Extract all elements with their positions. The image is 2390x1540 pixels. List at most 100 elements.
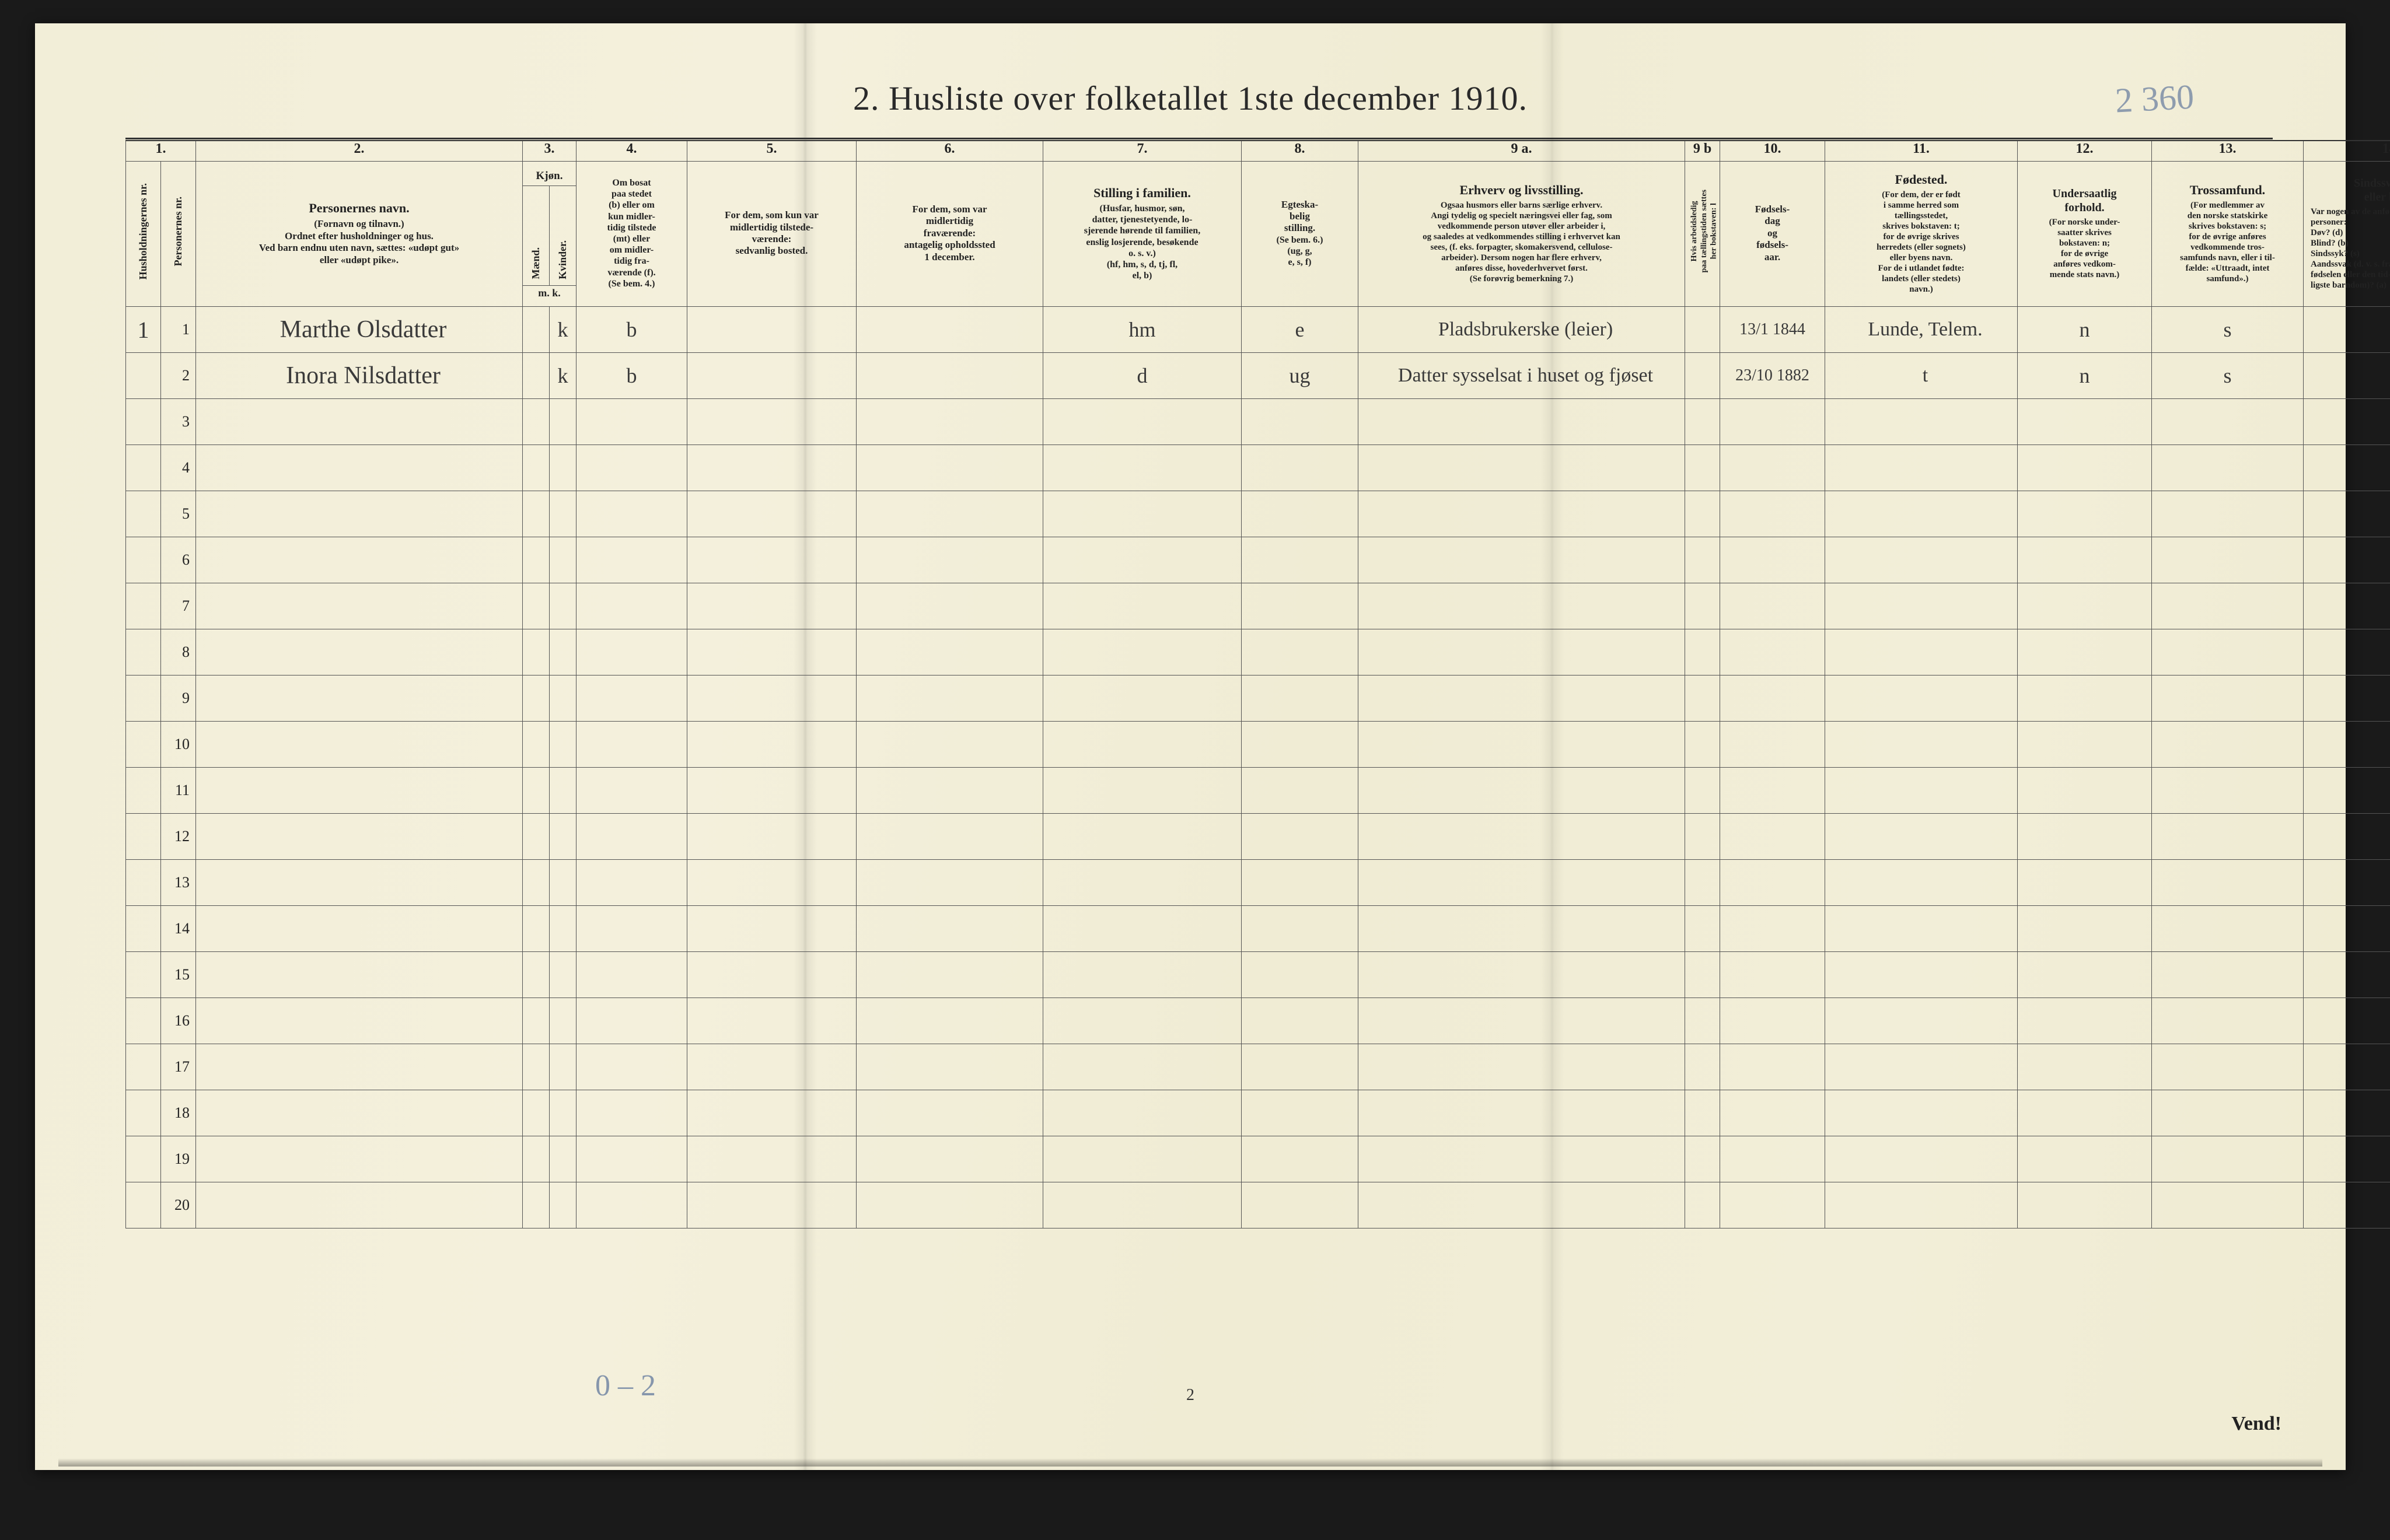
cell-occupation	[1358, 537, 1685, 583]
column-number-row: 1. 2. 3. 4. 5. 6. 7. 8. 9 a. 9 b 10. 11.…	[126, 141, 2390, 162]
hdr-tmp-absent-sub: antagelig opholdssted 1 december.	[860, 239, 1039, 263]
cell-birth	[1720, 952, 1825, 998]
cell-birth	[1720, 860, 1825, 906]
hdr-birth: Fødsels- dag og fødsels- aar.	[1720, 162, 1825, 307]
cell-famstatus	[1043, 491, 1242, 537]
cell-name	[196, 1136, 523, 1182]
hdr-pnr-label: Personernes nr.	[171, 193, 186, 270]
hdr-birth-txt: Fødsels- dag og fødsels- aar.	[1724, 204, 1821, 263]
cell-res	[576, 998, 687, 1044]
cell-name	[196, 998, 523, 1044]
colnum-12: 12.	[2018, 141, 2152, 162]
cell-name	[196, 860, 523, 906]
cell-res: b	[576, 353, 687, 399]
hdr-faith: Trossamfund. (For medlemmer av den norsk…	[2152, 162, 2304, 307]
table-row: 19	[126, 1136, 2390, 1182]
cell-tmp-absent	[857, 1182, 1043, 1228]
cell-sex-k: k	[550, 353, 576, 399]
cell-sex-k	[550, 998, 576, 1044]
cell-unemp	[1685, 998, 1720, 1044]
colnum-8: 8.	[1242, 141, 1358, 162]
cell-unemp	[1685, 676, 1720, 722]
cell-name	[196, 399, 523, 445]
cell-occupation	[1358, 722, 1685, 768]
colnum-3: 3.	[523, 141, 576, 162]
cell-res	[576, 629, 687, 676]
cell-tmp-absent	[857, 537, 1043, 583]
cell-unemp	[1685, 1090, 1720, 1136]
hdr-res-txt: Om bosat paa stedet (b) eller om kun mid…	[580, 177, 683, 289]
cell-tmp-absent	[857, 1136, 1043, 1182]
cell-sex-k	[550, 491, 576, 537]
cell-famstatus	[1043, 676, 1242, 722]
cell-res	[576, 1090, 687, 1136]
cell-disability	[2304, 814, 2390, 860]
cell-famstatus	[1043, 906, 1242, 952]
cell-name	[196, 629, 523, 676]
hdr-sex-k: Kvinder.	[555, 237, 571, 283]
hdr-pnr: Personernes nr.	[161, 162, 196, 307]
hdr-faith-main: Trossamfund.	[2155, 183, 2300, 198]
cell-disability	[2304, 906, 2390, 952]
cell-hh	[126, 445, 161, 491]
colnum-13: 13.	[2152, 141, 2304, 162]
cell-unemp	[1685, 906, 1720, 952]
cell-tmp-absent	[857, 491, 1043, 537]
hdr-dis-main: Sindssvak, døv eller blind.	[2307, 176, 2390, 204]
cell-marital	[1242, 445, 1358, 491]
table-row: 6	[126, 537, 2390, 583]
cell-famstatus	[1043, 445, 1242, 491]
cell-famstatus	[1043, 629, 1242, 676]
cell-birth	[1720, 583, 1825, 629]
page-edge-shadow	[58, 1458, 2322, 1466]
cell-pn: 5	[161, 491, 196, 537]
cell-marital	[1242, 952, 1358, 998]
cell-tmp-absent	[857, 860, 1043, 906]
cell-birth	[1720, 768, 1825, 814]
hdr-occ-sub: Ogsaa husmors eller barns særlige erhver…	[1362, 200, 1681, 284]
cell-name	[196, 768, 523, 814]
cell-birth	[1720, 906, 1825, 952]
cell-occupation	[1358, 629, 1685, 676]
cell-tmp-absent	[857, 906, 1043, 952]
cell-occupation	[1358, 676, 1685, 722]
cell-sex-k	[550, 860, 576, 906]
cell-sex-k	[550, 399, 576, 445]
cell-hh	[126, 399, 161, 445]
cell-name	[196, 1044, 523, 1090]
cell-sex-m	[523, 445, 550, 491]
cell-tmp-absent	[857, 952, 1043, 998]
cell-name	[196, 445, 523, 491]
cell-hh	[126, 906, 161, 952]
cell-nationality	[2018, 491, 2152, 537]
cell-disability	[2304, 1090, 2390, 1136]
cell-hh	[126, 1182, 161, 1228]
cell-name	[196, 814, 523, 860]
cell-famstatus	[1043, 998, 1242, 1044]
cell-tmp-absent	[857, 722, 1043, 768]
cell-name	[196, 676, 523, 722]
colnum-9b: 9 b	[1685, 141, 1720, 162]
colnum-1: 1.	[126, 141, 196, 162]
cell-hh	[126, 353, 161, 399]
cell-marital	[1242, 1044, 1358, 1090]
cell-name: Marthe Olsdatter	[196, 307, 523, 353]
cell-occupation	[1358, 1044, 1685, 1090]
cell-tmp-present	[687, 1182, 857, 1228]
cell-sex-m	[523, 307, 550, 353]
cell-hh	[126, 629, 161, 676]
hdr-hhnr-label: Husholdningernes nr.	[136, 180, 151, 283]
cell-marital	[1242, 814, 1358, 860]
cell-pn: 6	[161, 537, 196, 583]
colnum-6: 6.	[857, 141, 1043, 162]
cell-faith	[2152, 952, 2304, 998]
cell-tmp-present	[687, 1136, 857, 1182]
cell-famstatus	[1043, 1182, 1242, 1228]
cell-disability	[2304, 1182, 2390, 1228]
cell-birth	[1720, 1182, 1825, 1228]
cell-pn: 1	[161, 307, 196, 353]
cell-sex-k	[550, 445, 576, 491]
cell-birth	[1720, 537, 1825, 583]
hdr-bp-main: Fødested.	[1829, 172, 2014, 187]
cell-birthplace	[1825, 1136, 2018, 1182]
